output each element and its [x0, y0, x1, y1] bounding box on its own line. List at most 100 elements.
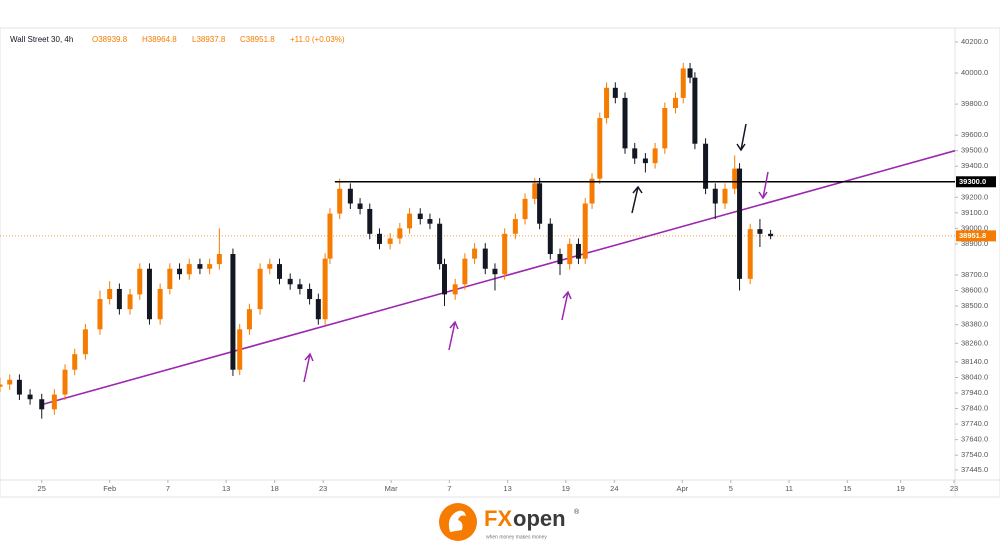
candle-body [0, 384, 3, 387]
change: +11.0 (+0.03%) [290, 35, 345, 44]
candle-body [722, 188, 728, 204]
candle-body [367, 208, 373, 234]
candle-body [27, 394, 33, 400]
candle-body [452, 284, 458, 295]
candle-body [307, 288, 313, 300]
candle-body [16, 379, 22, 395]
candle-body [237, 329, 243, 370]
y-tick-label: 37445.0 [961, 465, 988, 474]
open: O38939.8 [92, 35, 128, 44]
candle-body [680, 68, 686, 98]
candle-body [167, 268, 173, 289]
y-tick-label: 40000.0 [961, 68, 988, 77]
candle-body [442, 264, 448, 295]
y-tick-label: 37740.0 [961, 419, 988, 428]
candle-body [642, 158, 648, 164]
candle-body [687, 68, 693, 78]
candle-body [297, 284, 303, 289]
y-tick-label: 37940.0 [961, 388, 988, 397]
candle-body [747, 229, 753, 279]
candle-body [575, 243, 581, 259]
candle-body [604, 87, 610, 119]
brand-fx: FX [484, 506, 512, 531]
candle-body [322, 258, 328, 320]
candle-body [557, 254, 563, 265]
candle-body [97, 299, 103, 330]
low: L38937.8 [192, 35, 226, 44]
y-tick-label: 39200.0 [961, 192, 988, 201]
candle-body [387, 238, 393, 244]
candle-body [407, 213, 413, 229]
last-price-box [956, 230, 996, 242]
symbol: Wall Street 30, 4h [10, 35, 73, 44]
candle-body [652, 148, 658, 164]
level-label-box [956, 176, 996, 188]
chart-frame [0, 27, 1000, 498]
candle-body [589, 178, 595, 204]
arrow [448, 320, 459, 351]
x-tick-label: 18 [270, 484, 278, 493]
candle-body [597, 118, 603, 179]
candle-body [737, 168, 743, 279]
y-tick-label: 39000.0 [961, 223, 988, 232]
brand-open: open [513, 506, 566, 531]
y-tick-label: 37640.0 [961, 435, 988, 444]
candle-body [357, 203, 363, 209]
candle-body [712, 188, 718, 204]
y-tick-label: 39600.0 [961, 130, 988, 139]
candle-body [632, 148, 638, 159]
candle-body [757, 229, 763, 234]
y-tick-label: 39400.0 [961, 161, 988, 170]
candle-body [582, 203, 588, 259]
x-tick-label: 5 [729, 484, 733, 493]
y-tick-label: 38040.0 [961, 372, 988, 381]
candle-body [177, 268, 183, 275]
candle-body [216, 254, 222, 265]
candle-body [347, 188, 353, 204]
y-tick-label: 39500.0 [961, 146, 988, 155]
y-tick-label: 37540.0 [961, 450, 988, 459]
candle-body [257, 268, 263, 310]
x-tick-label: 19 [562, 484, 570, 493]
annotations [303, 123, 769, 383]
candle-body [39, 399, 45, 410]
y-tick-label: 38140.0 [961, 357, 988, 366]
candle-body [376, 233, 382, 244]
x-tick-label: 23 [319, 484, 327, 493]
level-label: 39300.0 [959, 177, 986, 186]
candle-body [137, 268, 143, 295]
candle-body [537, 183, 543, 224]
candle-body [287, 278, 293, 285]
close: C38951.8 [240, 35, 275, 44]
candle-body [703, 143, 709, 189]
y-tick-label: 38500.0 [961, 301, 988, 310]
y-tick-label: 40200.0 [961, 37, 988, 46]
candle-body [327, 213, 333, 259]
x-tick-label: 15 [843, 484, 851, 493]
brand-logo: FX open ® when money makes money [439, 503, 580, 541]
candle-body [482, 248, 488, 269]
candle-body [622, 97, 628, 149]
x-tick-label: 24 [610, 484, 618, 493]
y-tick-label: 38600.0 [961, 285, 988, 294]
plot-area: 40200.0 40000.0 39800.0 39600.0 39500.0 39400… [0, 37, 996, 493]
arrow [736, 123, 747, 152]
x-tick-label: Feb [103, 484, 116, 493]
y-tick-label: 39800.0 [961, 99, 988, 108]
y-tick-label: 38260.0 [961, 338, 988, 347]
candle-body [72, 354, 78, 370]
candle-body [462, 258, 468, 285]
y-tick-label: 38380.0 [961, 320, 988, 329]
candle-body [417, 213, 423, 220]
candle-body [7, 379, 13, 385]
arrow [758, 171, 769, 200]
last-price-label: 38951.8 [959, 231, 986, 240]
candle-body [522, 198, 528, 220]
candle-body [472, 248, 478, 259]
candle-body [127, 294, 133, 310]
x-tick-label: 13 [222, 484, 230, 493]
candle-body [662, 107, 668, 149]
candle-body [768, 233, 774, 237]
candle-body [62, 369, 68, 395]
y-tick-label: 39100.0 [961, 208, 988, 217]
